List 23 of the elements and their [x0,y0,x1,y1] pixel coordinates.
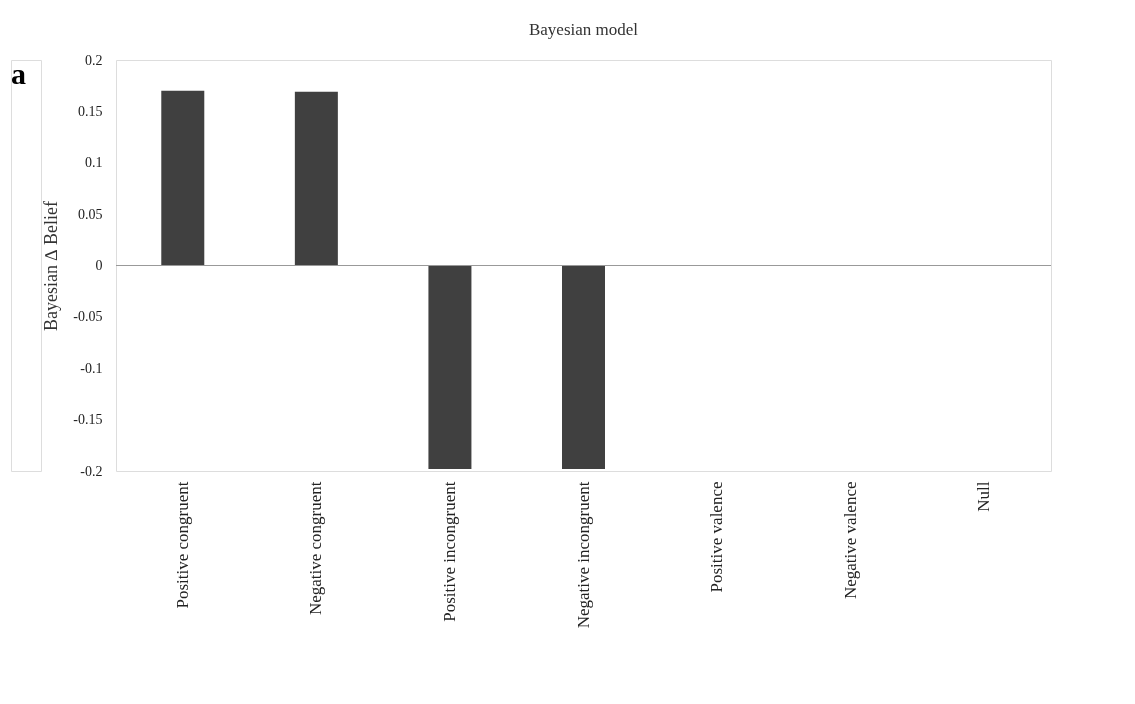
chart-title: Bayesian model [528,20,639,39]
bar [428,265,472,469]
bar [161,90,205,266]
y-tick-label: 0.05 [78,206,103,222]
y-tick-label: -0.2 [80,463,103,479]
y-tick-label: 0.1 [85,155,103,171]
text: a [11,57,26,90]
x-tick-label: Positive congruent [172,481,192,609]
y-tick-label: 0 [95,258,103,273]
bar [294,91,338,266]
x-tick-label: Negative incongruent [573,481,593,629]
x-tick-label: Positive valence [707,481,727,593]
x-tick-label: Negative valence [840,481,860,600]
y-tick-label: -0.05 [73,309,103,325]
y-tick-label: -0.1 [80,360,103,376]
bar [562,265,605,469]
y-axis-title: Bayesian ∆ Belief [41,201,62,331]
y-tick-label: 0.2 [85,52,103,68]
x-tick-label: Positive incongruent [439,481,459,622]
y-tick-label: 0.15 [78,103,103,119]
x-tick-label: Null [974,481,994,512]
x-tick-label: Negative congruent [306,481,326,616]
y-tick-label: -0.15 [73,412,103,428]
